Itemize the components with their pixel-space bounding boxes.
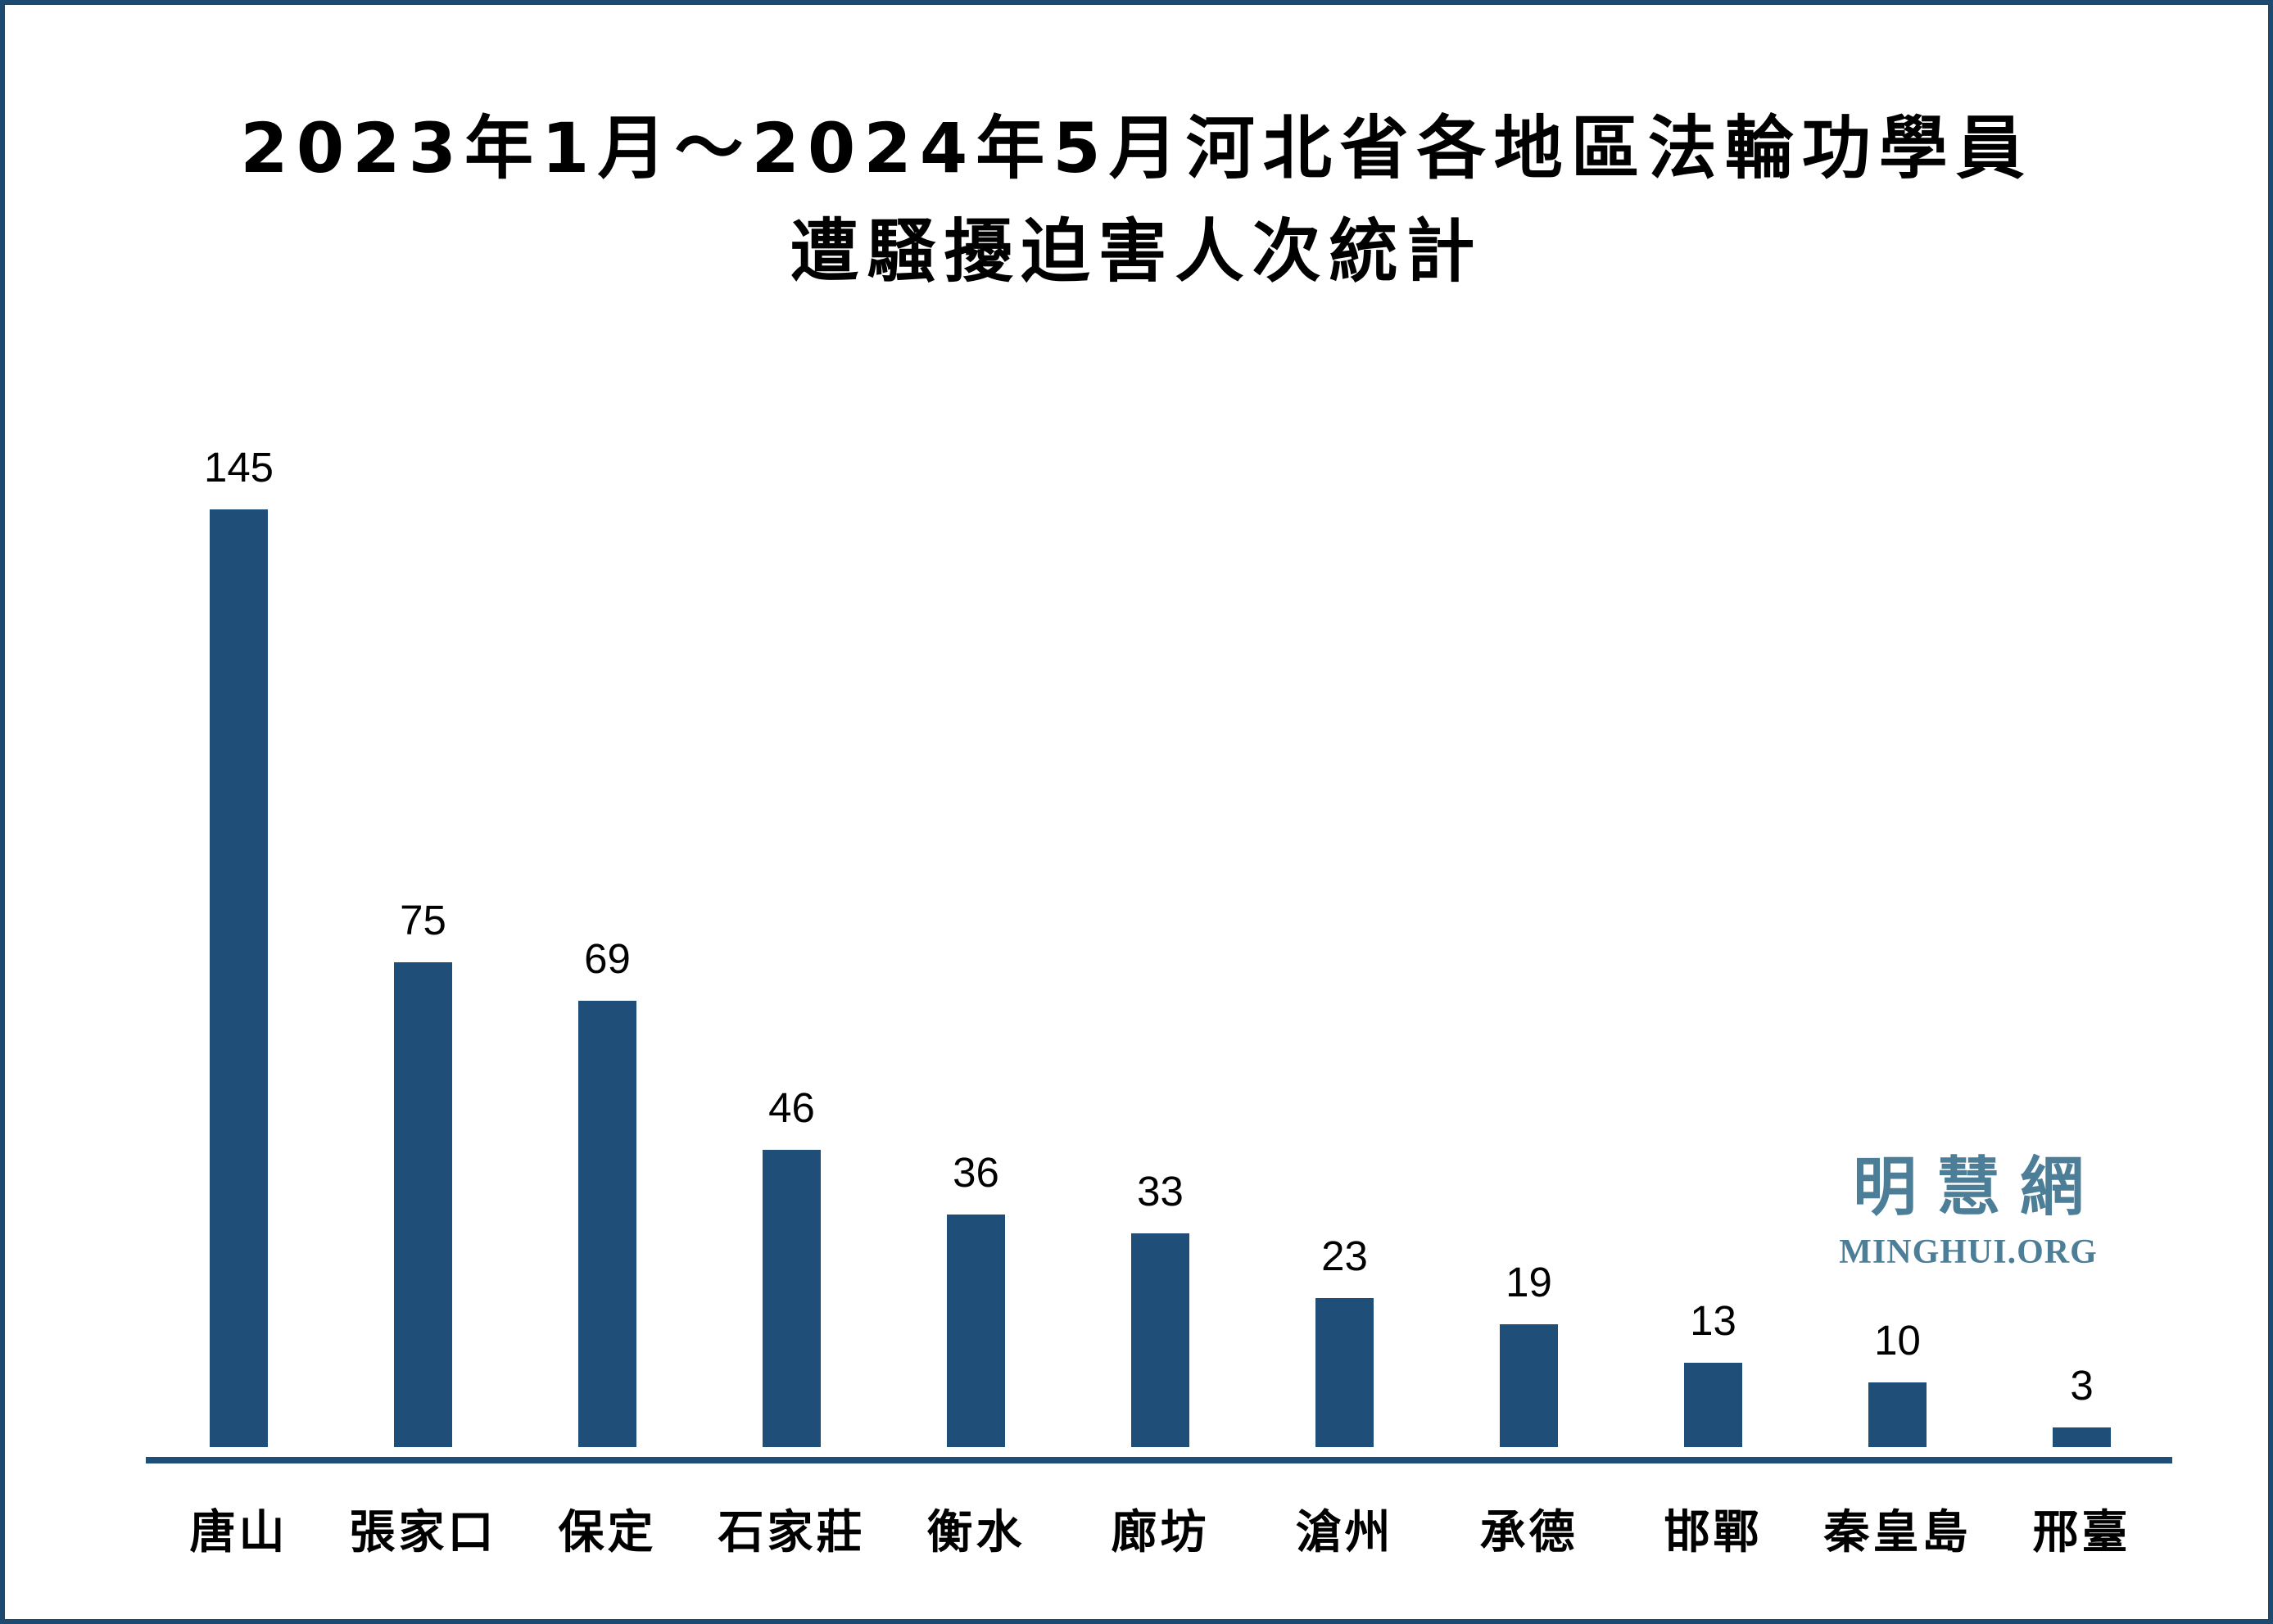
- chart-title-line-1: 2023年1月～2024年5月河北省各地區法輪功學員: [240, 108, 2033, 188]
- bar: [947, 1215, 1005, 1447]
- x-axis-category-label: 唐山: [189, 1506, 288, 1559]
- x-axis-line: [146, 1457, 2172, 1463]
- bar-value-label: 13: [1690, 1297, 1736, 1344]
- x-axis-category-label: 承德: [1479, 1506, 1578, 1559]
- bar-value-label: 19: [1506, 1259, 1552, 1305]
- x-axis-category-label: 滄州: [1295, 1506, 1394, 1559]
- x-axis-category-label: 石家莊: [718, 1506, 866, 1559]
- bar-value-label: 145: [203, 444, 274, 491]
- bar-value-label: 69: [584, 935, 631, 982]
- bar: [210, 509, 268, 1447]
- bar: [1684, 1363, 1742, 1447]
- bar: [578, 1001, 636, 1447]
- watermark-english-text: MINGHUI.ORG: [1839, 1233, 2098, 1271]
- bar: [1500, 1324, 1558, 1447]
- bar: [1868, 1382, 1927, 1447]
- bar-value-label: 3: [2070, 1362, 2094, 1409]
- bar-value-label: 46: [768, 1084, 815, 1131]
- x-axis-category-label: 衡水: [926, 1506, 1026, 1559]
- bar-value-label: 10: [1874, 1317, 1921, 1364]
- x-axis-category-label: 秦皇島: [1823, 1506, 1972, 1559]
- bar: [394, 962, 452, 1447]
- bar: [1315, 1298, 1374, 1447]
- chart-title: 2023年1月～2024年5月河北省各地區法輪功學員 遭騷擾迫害人次統計: [5, 97, 2268, 303]
- bar-value-label: 36: [953, 1149, 999, 1196]
- bar: [763, 1150, 821, 1447]
- x-axis-category-label: 張家口: [349, 1506, 497, 1559]
- x-axis-category-label: 邯鄲: [1664, 1506, 1763, 1559]
- x-axis-category-label: 廊坊: [1111, 1506, 1210, 1559]
- bar-value-label: 23: [1321, 1233, 1368, 1279]
- bar-chart-plot: 145 唐山 75 張家口 69 保定 46 石家莊 36 衡水 33 廊坊 23 滄州 19 承德 13 邯鄲 1…: [5, 5, 2268, 1619]
- bar: [1131, 1233, 1189, 1447]
- bar-value-label: 75: [400, 897, 446, 943]
- x-axis-category-label: 保定: [558, 1506, 657, 1559]
- x-axis-category-label: 邢臺: [2032, 1506, 2131, 1559]
- bar: [2053, 1427, 2111, 1447]
- minghui-watermark: 明慧網 MINGHUI.ORG: [1833, 1150, 2103, 1271]
- chart-title-line-2: 遭騷擾迫害人次統計: [790, 211, 1483, 292]
- bar-value-label: 33: [1137, 1168, 1184, 1215]
- watermark-chinese-text: 明慧網: [1853, 1151, 2104, 1224]
